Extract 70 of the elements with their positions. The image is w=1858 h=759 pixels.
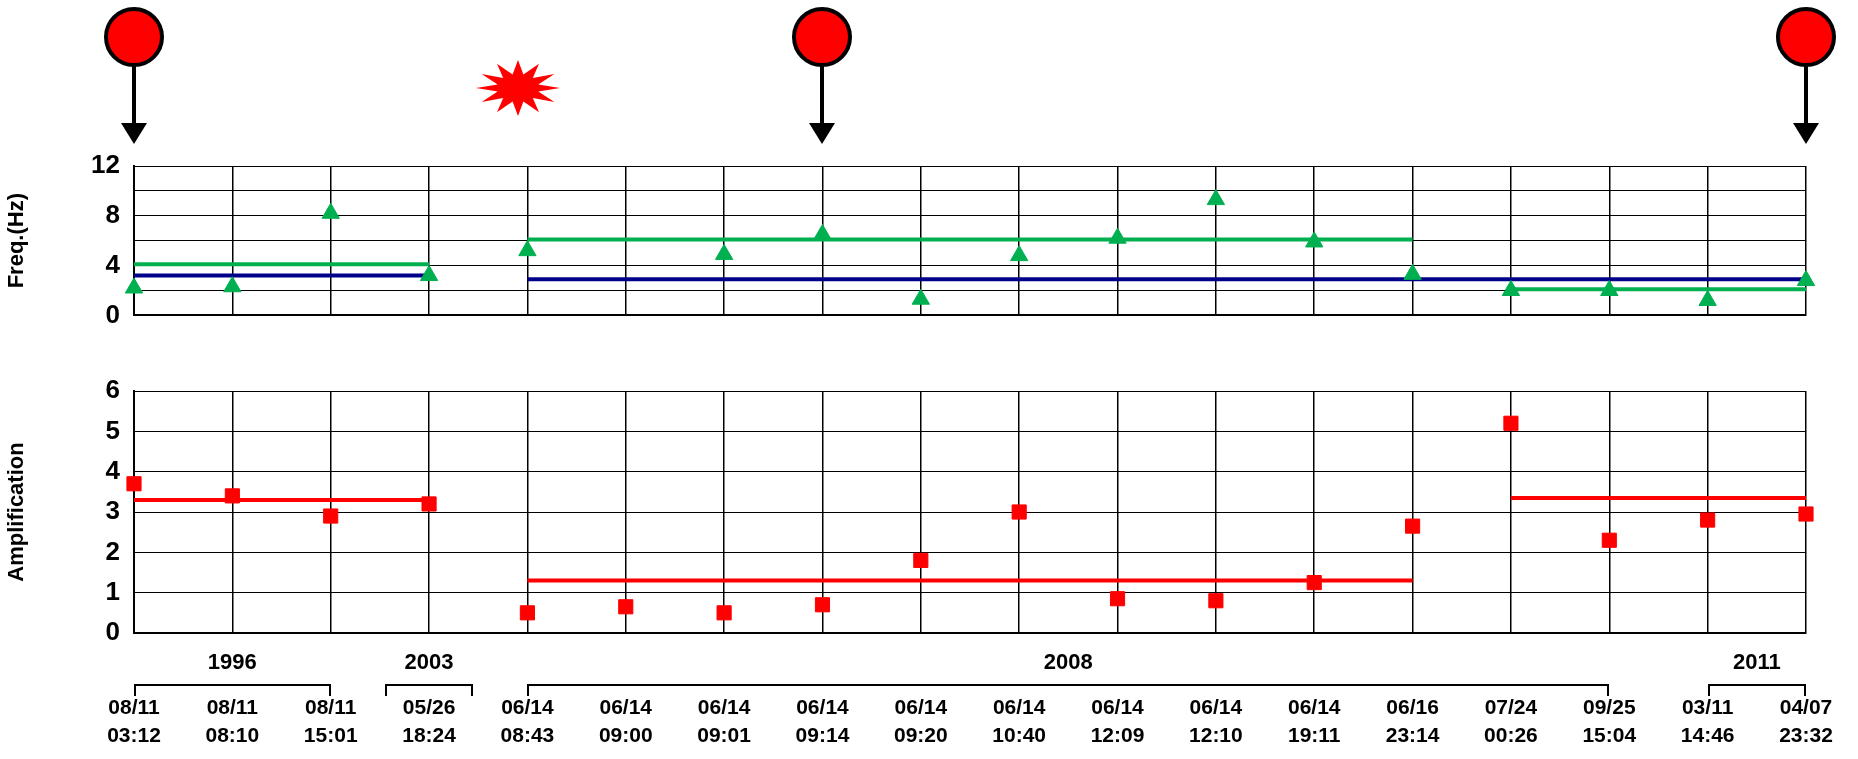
x-tick-label: 08/11 08:10: [205, 695, 260, 746]
x-tick-label: 08/11 03:12: [107, 695, 161, 746]
x-tick-label: 06/14 09:01: [697, 695, 752, 746]
y-axis-title: Freq.(Hz): [3, 193, 29, 289]
point: [1601, 532, 1617, 548]
y-axis-title: Amplification: [3, 442, 29, 582]
y-tick-label: 8: [105, 198, 120, 229]
point: [813, 223, 832, 240]
y-tick-label: 0: [105, 616, 120, 647]
x-tick-label: 06/14 09:00: [598, 695, 653, 746]
y-tick-label: 4: [105, 248, 121, 279]
point: [1206, 189, 1226, 206]
point: [518, 240, 537, 257]
point: [224, 488, 240, 504]
text: 2003: [404, 649, 454, 675]
y-tick-label: 6: [105, 374, 120, 405]
x-tick-label: 06/14 19:11: [1287, 695, 1341, 746]
point: [1600, 280, 1619, 296]
text: 1996: [207, 649, 257, 675]
point: [618, 599, 634, 615]
point: [913, 552, 929, 568]
point: [814, 597, 831, 613]
y-tick-label: 12: [91, 149, 120, 180]
point: [1208, 593, 1224, 609]
y-tick-label: 3: [105, 495, 120, 526]
x-tick-label: 08/11 15:01: [303, 695, 358, 746]
x-tick-label: 06/14 09:14: [795, 695, 850, 746]
point: [1503, 415, 1519, 431]
x-tick-label: 06/16 23:14: [1385, 695, 1440, 746]
point: [714, 243, 734, 260]
point: [519, 605, 535, 621]
x-tick-label: 03/11 14:46: [1680, 695, 1735, 746]
point: [421, 496, 437, 512]
point: [1403, 263, 1422, 280]
point: [1109, 591, 1126, 607]
point: [1108, 227, 1127, 244]
point: [1796, 270, 1816, 287]
point: [321, 202, 340, 219]
point: [419, 265, 439, 282]
point: [1698, 289, 1717, 306]
point: [911, 288, 930, 305]
y-tick-label: 4: [105, 454, 121, 485]
x-tick-label: 09/25 15:04: [1582, 695, 1637, 746]
x-tick-label: 06/14 12:10: [1189, 695, 1243, 746]
point: [323, 508, 339, 524]
y-tick-label: 0: [105, 298, 120, 329]
point: [1700, 512, 1716, 528]
x-tick-label: 06/14 08:43: [500, 695, 555, 746]
text: 2011: [1732, 649, 1781, 675]
point: [1798, 506, 1814, 522]
x-tick-label: 06/14 10:40: [992, 695, 1047, 746]
y-tick-label: 2: [105, 535, 120, 566]
point: [1010, 245, 1029, 262]
x-tick-label: 07/24 00:26: [1484, 695, 1538, 746]
point: [1011, 504, 1027, 520]
point: [126, 476, 142, 492]
point: [1305, 231, 1324, 248]
point: [124, 277, 144, 294]
point: [223, 276, 242, 293]
point: [1306, 575, 1322, 591]
x-tick-label: 05/26 18:24: [402, 695, 457, 746]
x-tick-label: 06/14 09:20: [893, 695, 948, 746]
point: [716, 605, 732, 621]
y-tick-label: 5: [105, 414, 120, 445]
point: [1501, 280, 1521, 296]
point: [1405, 518, 1421, 534]
x-tick-label: 04/07 23:32: [1779, 695, 1833, 746]
y-tick-label: 1: [105, 575, 120, 606]
x-tick-label: 06/14 12:09: [1090, 695, 1145, 746]
text: 2008: [1043, 649, 1093, 675]
